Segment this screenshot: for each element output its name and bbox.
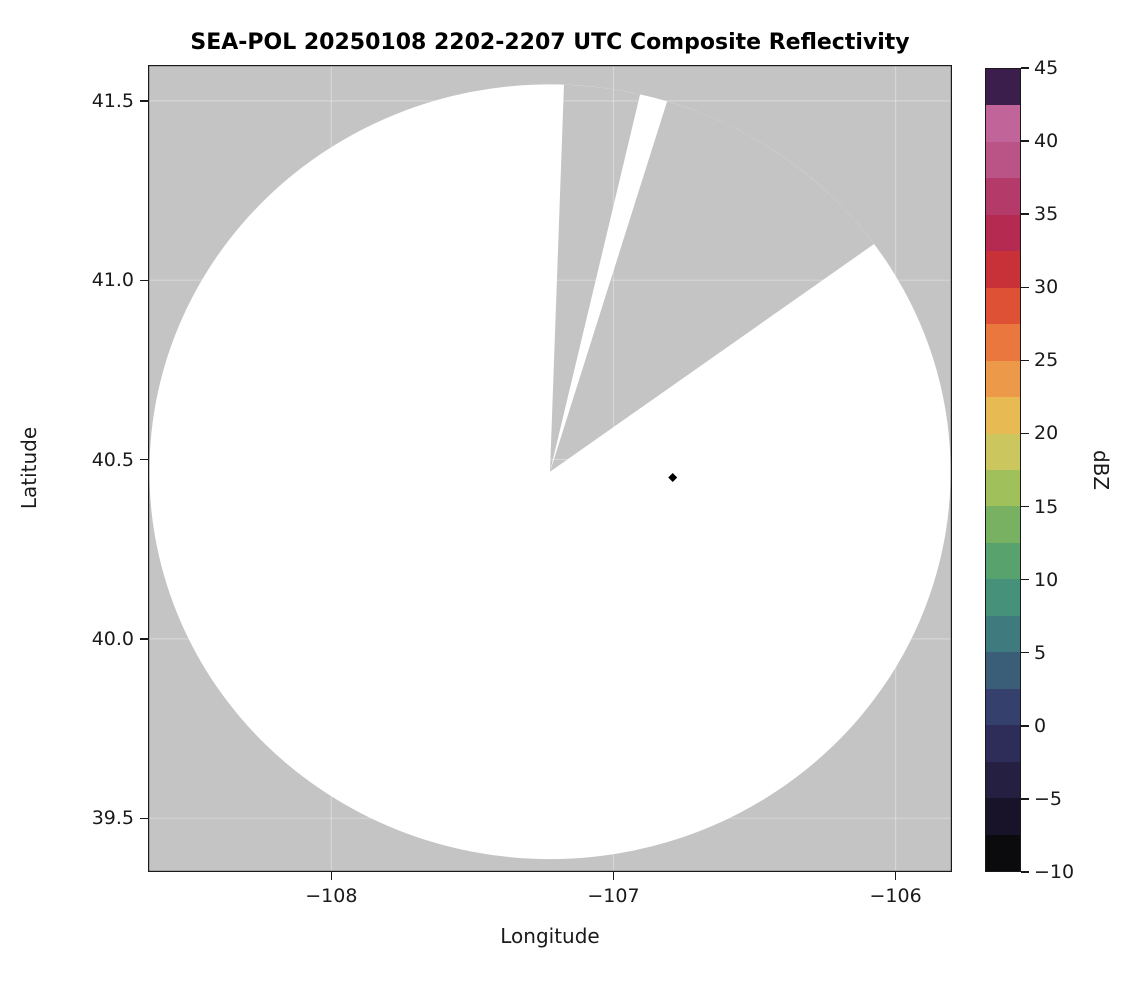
colorbar-tick-label: 35 bbox=[1034, 203, 1059, 226]
colorbar-band bbox=[986, 397, 1020, 434]
colorbar-band bbox=[986, 579, 1020, 616]
chart-title: SEA-POL 20250108 2202-2207 UTC Composite… bbox=[190, 30, 910, 55]
colorbar-tick bbox=[1021, 213, 1029, 215]
plot-border bbox=[148, 65, 952, 872]
colorbar-tick bbox=[1021, 725, 1029, 727]
x-tick bbox=[612, 872, 615, 880]
colorbar-band bbox=[986, 506, 1020, 543]
colorbar-band bbox=[986, 834, 1020, 871]
colorbar-tick-label: 15 bbox=[1034, 495, 1059, 518]
colorbar-tick bbox=[1021, 871, 1029, 873]
colorbar-band bbox=[986, 652, 1020, 689]
colorbar-tick-label: 0 bbox=[1034, 714, 1047, 737]
colorbar-tick-label: 30 bbox=[1034, 276, 1059, 299]
x-tick-label: −107 bbox=[587, 885, 640, 907]
colorbar bbox=[985, 68, 1021, 872]
y-tick bbox=[140, 100, 148, 102]
colorbar-band bbox=[986, 178, 1020, 215]
colorbar-tick bbox=[1021, 652, 1029, 654]
x-tick-label: −106 bbox=[869, 885, 922, 907]
colorbar-tick bbox=[1021, 140, 1029, 142]
x-axis-label: Longitude bbox=[500, 924, 600, 948]
colorbar-band bbox=[986, 542, 1020, 580]
colorbar-band bbox=[986, 214, 1020, 252]
colorbar-band bbox=[986, 251, 1020, 288]
colorbar-tick-label: 5 bbox=[1034, 641, 1047, 664]
colorbar-tick-label: 10 bbox=[1034, 568, 1059, 591]
colorbar-tick bbox=[1021, 286, 1029, 288]
colorbar-band bbox=[986, 360, 1020, 398]
colorbar-band bbox=[986, 725, 1020, 762]
x-tick bbox=[894, 872, 897, 880]
colorbar-tick bbox=[1021, 578, 1029, 581]
y-tick-label: 41.0 bbox=[91, 269, 134, 292]
colorbar-band bbox=[986, 469, 1020, 507]
colorbar-tick-label: 45 bbox=[1034, 57, 1059, 79]
y-tick-label: 40.0 bbox=[91, 627, 134, 650]
y-tick-label: 40.5 bbox=[91, 448, 134, 471]
colorbar-tick bbox=[1021, 432, 1029, 435]
blocked-sector bbox=[550, 84, 641, 472]
x-tick-label: −108 bbox=[305, 885, 358, 907]
x-tick bbox=[330, 872, 333, 880]
y-tick-label: 39.5 bbox=[91, 807, 134, 830]
colorbar-tick-label: 40 bbox=[1034, 130, 1059, 153]
colorbar-band bbox=[986, 105, 1020, 142]
colorbar-band bbox=[986, 324, 1020, 361]
blocked-sector bbox=[550, 101, 875, 472]
plot-area bbox=[148, 65, 952, 872]
y-tick bbox=[140, 817, 148, 819]
y-axis-label: Latitude bbox=[17, 426, 41, 510]
colorbar-band bbox=[986, 761, 1020, 799]
colorbar-tick bbox=[1021, 505, 1029, 508]
colorbar-band bbox=[986, 287, 1020, 325]
y-tick bbox=[140, 279, 148, 281]
plot-canvas bbox=[148, 65, 952, 872]
colorbar-band bbox=[986, 798, 1020, 835]
colorbar-band bbox=[986, 69, 1020, 106]
colorbar-band bbox=[986, 141, 1020, 179]
colorbar-band bbox=[986, 615, 1020, 653]
y-tick bbox=[140, 458, 148, 461]
y-tick bbox=[140, 638, 148, 640]
colorbar-band bbox=[986, 688, 1020, 726]
colorbar-tick bbox=[1021, 67, 1029, 69]
echo-marker-diamond bbox=[668, 472, 678, 482]
colorbar-tick-label: 25 bbox=[1034, 349, 1059, 372]
colorbar-tick-label: 20 bbox=[1034, 422, 1059, 445]
colorbar-tick-label: −5 bbox=[1034, 787, 1063, 810]
colorbar-tick bbox=[1021, 359, 1029, 362]
colorbar-band bbox=[986, 433, 1020, 470]
colorbar-tick-label: −10 bbox=[1034, 861, 1075, 883]
y-tick-label: 41.5 bbox=[91, 89, 134, 112]
colorbar-tick bbox=[1021, 798, 1029, 800]
